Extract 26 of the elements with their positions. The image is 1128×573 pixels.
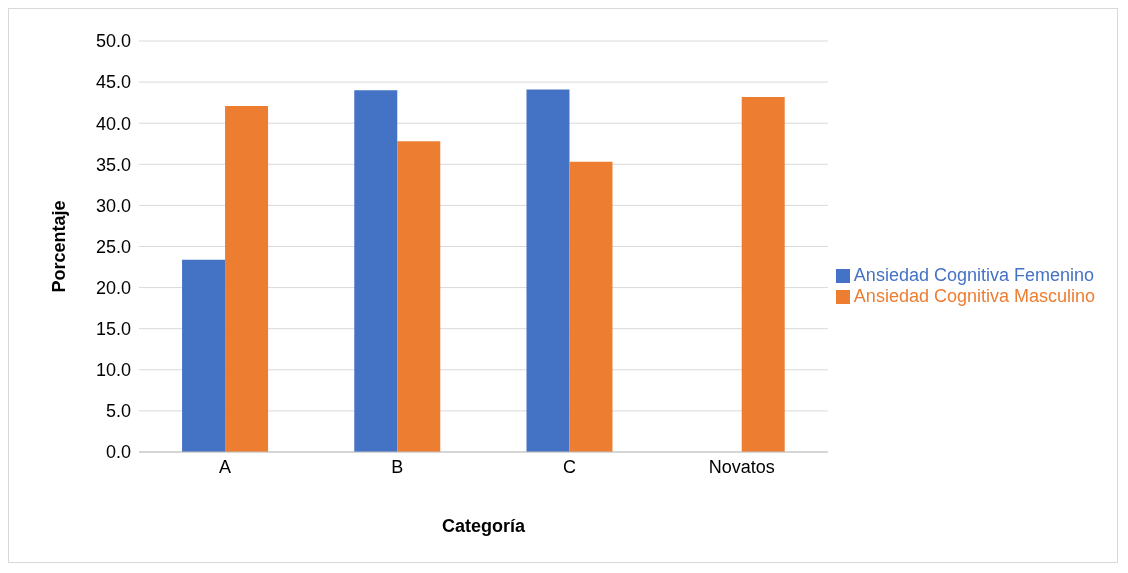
- y-tick-label: 45.0: [95, 72, 131, 93]
- x-tick-label: C: [563, 456, 577, 477]
- bar: [182, 259, 226, 452]
- y-tick-label: 15.0: [95, 319, 131, 340]
- bar: [741, 96, 785, 452]
- y-tick-label: 25.0: [95, 236, 131, 257]
- x-tick-label: A: [219, 456, 232, 477]
- y-tick-label: 0.0: [105, 442, 131, 463]
- legend-label: Ansiedad Cognitiva Femenino: [853, 264, 1095, 285]
- y-tick-label: 20.0: [95, 277, 131, 298]
- bar: [569, 161, 613, 452]
- y-axis-title: Porcentaje: [49, 200, 70, 293]
- x-tick-label: Novatos: [708, 456, 775, 477]
- y-tick-label: 40.0: [95, 113, 131, 134]
- legend-label: Ansiedad Cognitiva Masculino: [853, 285, 1095, 306]
- x-axis-title: Categoría: [441, 516, 526, 536]
- y-tick-label: 5.0: [105, 401, 131, 422]
- y-tick-label: 50.0: [95, 31, 131, 52]
- x-tick-label: B: [391, 456, 404, 477]
- y-tick-label: 10.0: [95, 360, 131, 381]
- bar: [526, 89, 570, 452]
- bar: [225, 105, 269, 452]
- y-tick-label: 30.0: [95, 195, 131, 216]
- bar: [354, 90, 398, 452]
- y-tick-label: 35.0: [95, 154, 131, 175]
- bar: [397, 141, 441, 452]
